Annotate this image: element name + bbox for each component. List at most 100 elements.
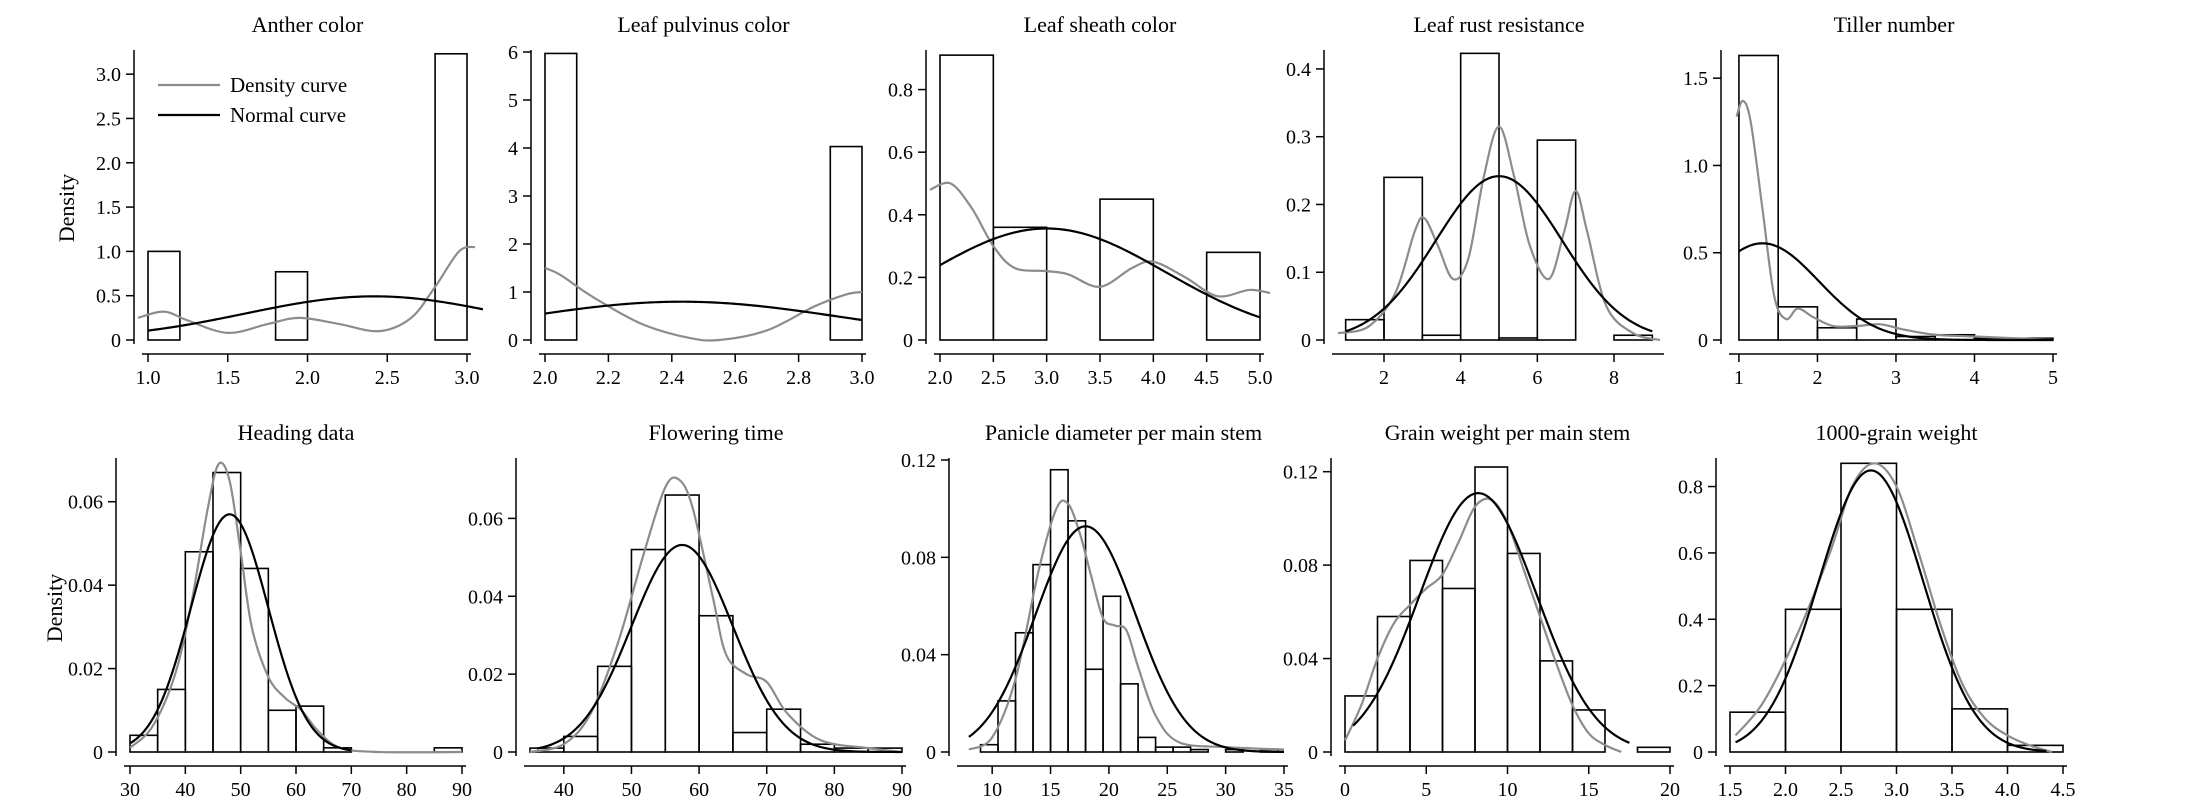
y-tick-label: 0.2 bbox=[1286, 194, 1311, 216]
x-tick-label: 4.0 bbox=[1995, 779, 2020, 801]
x-tick-label: 3.0 bbox=[1034, 367, 1059, 389]
x-tick-label: 1.5 bbox=[215, 367, 240, 389]
chart-title: Leaf rust resistance bbox=[1413, 12, 1584, 37]
x-tick-label: 2.4 bbox=[659, 367, 684, 389]
y-tick-label: 0 bbox=[1301, 330, 1311, 352]
y-tick-label: 0.8 bbox=[888, 80, 913, 102]
x-tick-label: 20 bbox=[1660, 779, 1680, 801]
y-tick-label: 0.1 bbox=[1286, 262, 1311, 284]
x-tick-label: 40 bbox=[554, 779, 574, 801]
y-axis-label-bottom: Density bbox=[42, 574, 67, 642]
x-tick-label: 50 bbox=[621, 779, 641, 801]
histogram-bar bbox=[1636, 746, 1671, 753]
y-tick-label: 1.5 bbox=[96, 197, 121, 219]
x-tick-label: 15 bbox=[1041, 779, 1061, 801]
y-tick-label: 1.0 bbox=[1683, 155, 1708, 177]
histogram-bar bbox=[1189, 748, 1209, 753]
histogram-bar bbox=[1506, 552, 1541, 753]
x-tick-label: 4.5 bbox=[1194, 367, 1219, 389]
chart-panel: Tiller number 1 2 3 4 5 0 0.5 1.0 1.5 bbox=[1683, 12, 2058, 389]
y-tick-label: 0.5 bbox=[1683, 243, 1708, 265]
x-tick-label: 10 bbox=[1498, 779, 1518, 801]
y-tick-label: 0.4 bbox=[1286, 59, 1311, 81]
y-tick-label: 0.4 bbox=[1678, 609, 1703, 631]
histogram-bar bbox=[267, 709, 297, 753]
chart-title: Leaf pulvinus color bbox=[617, 12, 790, 37]
chart-panel: Flowering time 40 50 60 70 80 90 0 0.02 0.04 0.06 bbox=[468, 420, 912, 801]
histogram-bar bbox=[1205, 251, 1261, 341]
density-curve bbox=[1344, 497, 1622, 754]
x-tick-label: 1 bbox=[1734, 367, 1744, 389]
x-tick-label: 80 bbox=[397, 779, 417, 801]
y-tick-label: 0 bbox=[1698, 330, 1708, 352]
chart-title: 1000-grain weight bbox=[1816, 420, 1978, 445]
histogram-bar bbox=[1137, 736, 1157, 753]
y-tick-label: 0.4 bbox=[888, 205, 913, 227]
y-tick-label: 0 bbox=[493, 742, 503, 764]
histogram-bar bbox=[1539, 660, 1574, 753]
chart-title: Grain weight per main stem bbox=[1385, 420, 1631, 445]
x-tick-label: 5 bbox=[1421, 779, 1431, 801]
y-tick-label: 0 bbox=[1308, 742, 1318, 764]
histogram-bar bbox=[147, 250, 181, 341]
histogram-bar bbox=[1032, 563, 1052, 753]
x-tick-label: 3 bbox=[1891, 367, 1901, 389]
y-tick-label: 0.2 bbox=[1678, 676, 1703, 698]
histogram-bar bbox=[698, 614, 734, 753]
y-tick-label: 0 bbox=[1693, 742, 1703, 764]
y-tick-label: 0.06 bbox=[468, 508, 503, 530]
y-tick-label: 2 bbox=[508, 234, 518, 256]
x-tick-label: 1.5 bbox=[1718, 779, 1743, 801]
y-tick-label: 0.6 bbox=[888, 142, 913, 164]
y-tick-label: 0.8 bbox=[1678, 477, 1703, 499]
x-tick-label: 2.5 bbox=[981, 367, 1006, 389]
histogram-bar bbox=[274, 270, 309, 341]
x-tick-label: 4 bbox=[1456, 367, 1466, 389]
normal-curve bbox=[939, 227, 1261, 319]
histogram-bar bbox=[732, 731, 768, 753]
x-tick-label: 2.6 bbox=[723, 367, 748, 389]
y-tick-label: 6 bbox=[508, 42, 518, 64]
chart-title: Leaf sheath color bbox=[1024, 12, 1177, 37]
histogram-bar bbox=[1474, 466, 1509, 753]
histogram-bar bbox=[1084, 668, 1104, 753]
histogram-bar bbox=[1421, 334, 1462, 341]
x-tick-label: 2.2 bbox=[596, 367, 621, 389]
density-curve bbox=[1734, 462, 2053, 754]
chart-title: Panicle diameter per main stem bbox=[985, 420, 1262, 445]
x-tick-label: 15 bbox=[1579, 779, 1599, 801]
x-tick-label: 8 bbox=[1609, 367, 1619, 389]
y-axis-label-top: Density bbox=[54, 174, 79, 242]
x-tick-label: 25 bbox=[1157, 779, 1177, 801]
x-tick-label: 90 bbox=[892, 779, 912, 801]
histogram-bar bbox=[1049, 468, 1069, 753]
histogram-bar bbox=[1738, 54, 1779, 341]
y-tick-label: 0.08 bbox=[1283, 555, 1318, 577]
normal-curve bbox=[1738, 242, 2053, 342]
histogram-bar bbox=[664, 494, 700, 753]
histogram-bar bbox=[1441, 587, 1476, 753]
y-tick-label: 0.02 bbox=[68, 659, 103, 681]
x-tick-label: 40 bbox=[175, 779, 195, 801]
x-tick-label: 70 bbox=[341, 779, 361, 801]
histogram-bar bbox=[1459, 52, 1500, 341]
y-tick-label: 0.04 bbox=[901, 645, 936, 667]
normal-curve bbox=[1345, 175, 1653, 333]
y-tick-label: 1.0 bbox=[96, 241, 121, 263]
histogram-bar bbox=[1784, 608, 1842, 753]
normal-curve bbox=[1352, 492, 1630, 744]
x-tick-label: 5 bbox=[2048, 367, 2058, 389]
x-tick-label: 2.0 bbox=[533, 367, 558, 389]
histogram-bar bbox=[1777, 306, 1819, 341]
y-tick-label: 0 bbox=[903, 330, 913, 352]
y-tick-label: 5 bbox=[508, 90, 518, 112]
chart-title: Tiller number bbox=[1834, 12, 1955, 37]
chart-panel: Leaf pulvinus color 2.0 2.2 2.4 2.6 2.8 3.0 0 1 2… bbox=[508, 12, 875, 389]
y-tick-label: 3.0 bbox=[96, 64, 121, 86]
histogram-bar bbox=[1895, 608, 1953, 753]
legend-density-label: Density curve bbox=[230, 73, 347, 97]
y-tick-label: 0 bbox=[926, 742, 936, 764]
normal-curve bbox=[968, 525, 1285, 754]
y-tick-label: 0.08 bbox=[901, 547, 936, 569]
y-tick-label: 0.04 bbox=[68, 575, 103, 597]
